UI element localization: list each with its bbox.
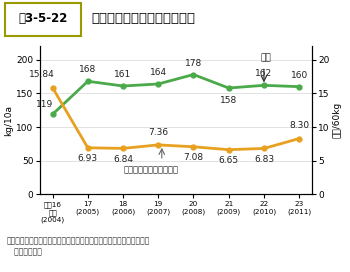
Text: 単収: 単収 <box>260 53 271 62</box>
Text: 7.08: 7.08 <box>183 153 204 162</box>
Text: 6.83: 6.83 <box>254 155 274 164</box>
Text: 161: 161 <box>114 70 132 79</box>
Y-axis label: 千円/60kg: 千円/60kg <box>333 102 342 138</box>
Text: 大豆落札価格（右目盛）: 大豆落札価格（右目盛） <box>124 165 179 175</box>
Text: 168: 168 <box>79 65 97 74</box>
Text: 15.84: 15.84 <box>29 70 54 79</box>
Text: 178: 178 <box>185 58 202 68</box>
Text: 資料：農林水産省「作物統計」、（財）日本特産農産物協会「大豆入
   札取引結果」: 資料：農林水産省「作物統計」、（財）日本特産農産物協会「大豆入 札取引結果」 <box>7 236 150 257</box>
Text: 嘰3-5-22: 嘰3-5-22 <box>18 13 68 25</box>
Text: 6.84: 6.84 <box>113 155 133 164</box>
Text: 大豆の単収と落札価格の推移: 大豆の単収と落札価格の推移 <box>91 13 195 25</box>
Text: 7.36: 7.36 <box>148 128 168 137</box>
Y-axis label: kg/10a: kg/10a <box>4 105 13 136</box>
Text: 162: 162 <box>256 69 273 78</box>
Text: 160: 160 <box>290 71 308 80</box>
Text: 158: 158 <box>220 96 237 105</box>
FancyBboxPatch shape <box>5 3 81 36</box>
Text: 8.30: 8.30 <box>289 121 309 130</box>
Text: 164: 164 <box>150 68 167 77</box>
Text: 6.93: 6.93 <box>78 154 98 163</box>
Text: 6.65: 6.65 <box>219 156 239 165</box>
Text: 119: 119 <box>36 100 53 109</box>
